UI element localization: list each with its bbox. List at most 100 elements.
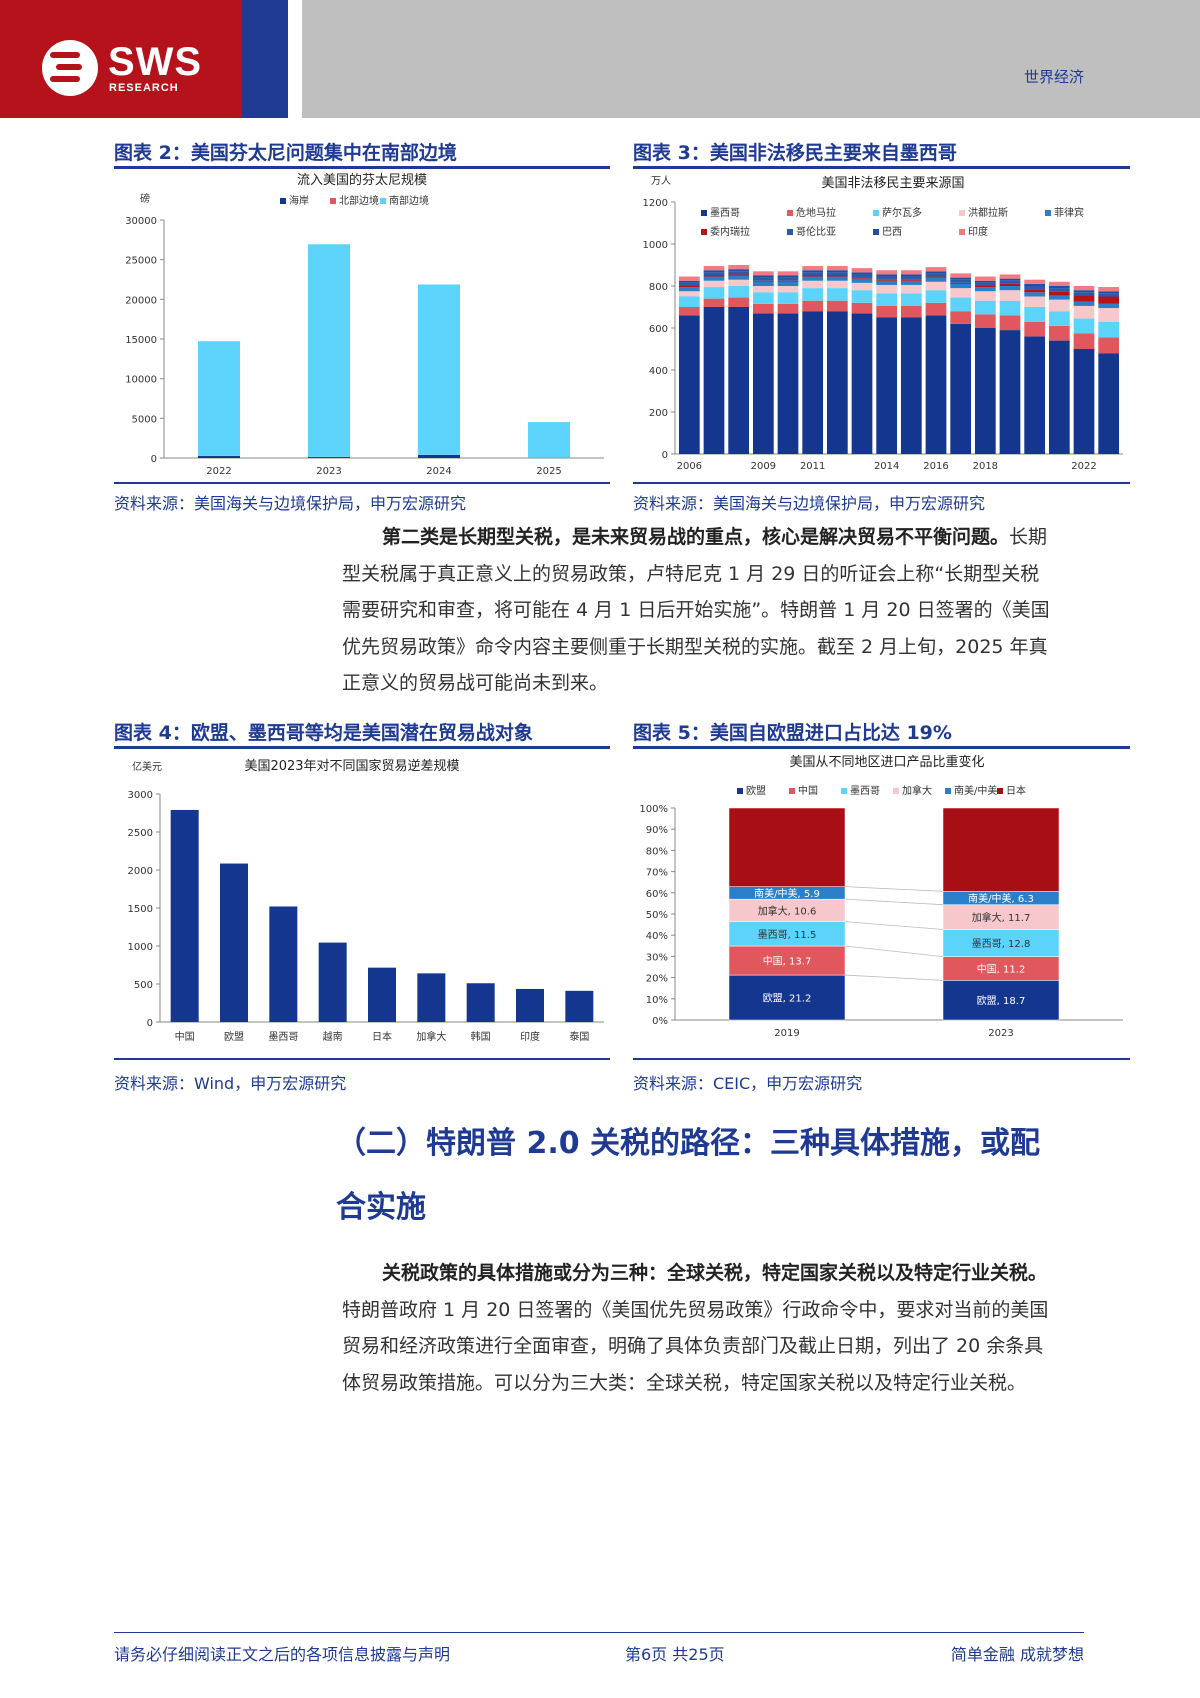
legend-label: 萨尔瓦多 (882, 206, 922, 219)
bar-segment (728, 307, 750, 454)
bar-segment (1024, 307, 1046, 322)
bar-segment (900, 279, 922, 281)
bar-segment (752, 292, 774, 304)
x-tick-label: 印度 (520, 1030, 540, 1043)
bar-segment (752, 303, 774, 314)
bar-segment (876, 293, 898, 306)
bar-segment (728, 271, 750, 275)
bar-segment (1048, 311, 1070, 326)
y-tick-label: 0 (662, 450, 668, 461)
bar-segment (999, 315, 1021, 331)
sws-logo: SWS RESEARCH (36, 30, 236, 100)
bar-segment (1073, 349, 1095, 454)
header-blue-stripe (242, 0, 288, 118)
bar-segment (851, 282, 873, 291)
connector-line (844, 945, 944, 958)
stacked-segment (942, 929, 1060, 957)
bar-segment (678, 307, 700, 316)
y-tick-label: 5000 (132, 414, 157, 425)
bar-segment (826, 272, 848, 276)
paragraph-2-bold: 关税政策的具体措施或分为三种：全球关税，特定国家关税以及特定行业关税。 (382, 1262, 1048, 1284)
paragraph-long-term-tariffs: 第二类是长期型关税，是未来贸易战的重点，核心是解决贸易不平衡问题。长期 型关税属… (342, 526, 1050, 694)
legend-swatch (280, 198, 286, 204)
bar-segment (950, 323, 972, 454)
bar-segment (678, 287, 700, 292)
x-tick-label: 2014 (874, 461, 899, 472)
figure-3: 图表 3：美国非法移民主要来自墨西哥 美国非法移民主要来源国 万人 0 200 400 6… (633, 138, 1130, 518)
legend-label: 危地马拉 (796, 206, 836, 219)
bar-segment (678, 291, 700, 297)
bar-segment (974, 287, 996, 292)
bar-segment (1024, 283, 1046, 286)
bar-segment (777, 292, 799, 304)
bar-segment (1024, 289, 1046, 293)
figure-5: 图表 5：美国自欧盟进口占比达 19% 美国从不同地区进口产品比重变化 欧盟 中国墨… (633, 718, 1130, 1098)
legend-label: 北部边境 (339, 194, 379, 207)
bar (565, 990, 594, 1022)
bar-segment (1048, 286, 1070, 289)
legend-swatch (330, 198, 336, 204)
bar-segment (703, 275, 725, 277)
legend-swatch (1045, 210, 1051, 216)
bar (198, 341, 240, 456)
y-tick-label: 90% (646, 825, 668, 836)
bar-segment (826, 266, 848, 271)
connector-line (844, 921, 944, 930)
bar-segment (974, 328, 996, 454)
bar (220, 863, 248, 1022)
y-tick-label: 80% (646, 846, 668, 857)
bar-segment (777, 280, 799, 282)
x-tick-label: 2006 (677, 461, 702, 472)
y-tick-label: 0% (652, 1016, 668, 1027)
data-label: 加拿大, 10.6 (758, 904, 817, 917)
bar-segment (925, 276, 947, 278)
x-tick-label: 2009 (751, 461, 776, 472)
bar-segment (728, 275, 750, 280)
legend-label: 菲律宾 (1054, 206, 1084, 219)
legend-label: 哥伦比亚 (796, 225, 836, 238)
y-tick-label: 30% (646, 952, 668, 963)
data-label: 南美/中美, 6.3 (968, 892, 1034, 905)
y-tick-label: 1200 (643, 198, 668, 209)
bar-segment (999, 283, 1021, 286)
data-label: 南美/中美, 5.9 (754, 887, 820, 900)
bar-segment (678, 296, 700, 307)
legend-label: 墨西哥 (850, 785, 880, 797)
x-tick-label: 2016 (923, 461, 948, 472)
connector-line (844, 974, 944, 981)
bar-segment (851, 302, 873, 314)
bar-segment (777, 277, 799, 281)
x-tick-label: 2023 (988, 1028, 1013, 1039)
bar-segment (802, 266, 824, 271)
bar-segment (950, 283, 972, 289)
legend-swatch (737, 788, 743, 794)
bar-segment (900, 276, 922, 280)
bar (269, 906, 298, 1022)
data-label: 欧盟, 18.7 (977, 995, 1026, 1007)
y-tick-label: 30000 (125, 216, 157, 227)
bar-segment (1024, 286, 1046, 290)
bar-segment (678, 315, 700, 454)
y-tick-label: 0 (147, 1018, 153, 1029)
section-tag: 世界经济 (1023, 68, 1084, 86)
bar-segment (1098, 337, 1120, 354)
bar (418, 454, 460, 458)
bar-segment (925, 281, 947, 291)
bar-segment (950, 279, 972, 283)
legend-label: 南美/中美 (954, 784, 997, 797)
bar-segment (728, 297, 750, 307)
bar-segment (1048, 291, 1070, 296)
bar-segment (950, 297, 972, 312)
bar-segment (974, 300, 996, 315)
bar-segment (1098, 291, 1120, 294)
bar-segment (900, 305, 922, 318)
legend-swatch (959, 210, 965, 216)
y-tick-label: 3000 (128, 790, 153, 801)
bar-segment (974, 276, 996, 281)
bar-segment (974, 291, 996, 301)
bar-segment (1048, 295, 1070, 300)
legend-label: 中国 (798, 784, 818, 797)
bar-segment (999, 274, 1021, 279)
connector-line (844, 886, 944, 892)
bar-segment (752, 313, 774, 454)
